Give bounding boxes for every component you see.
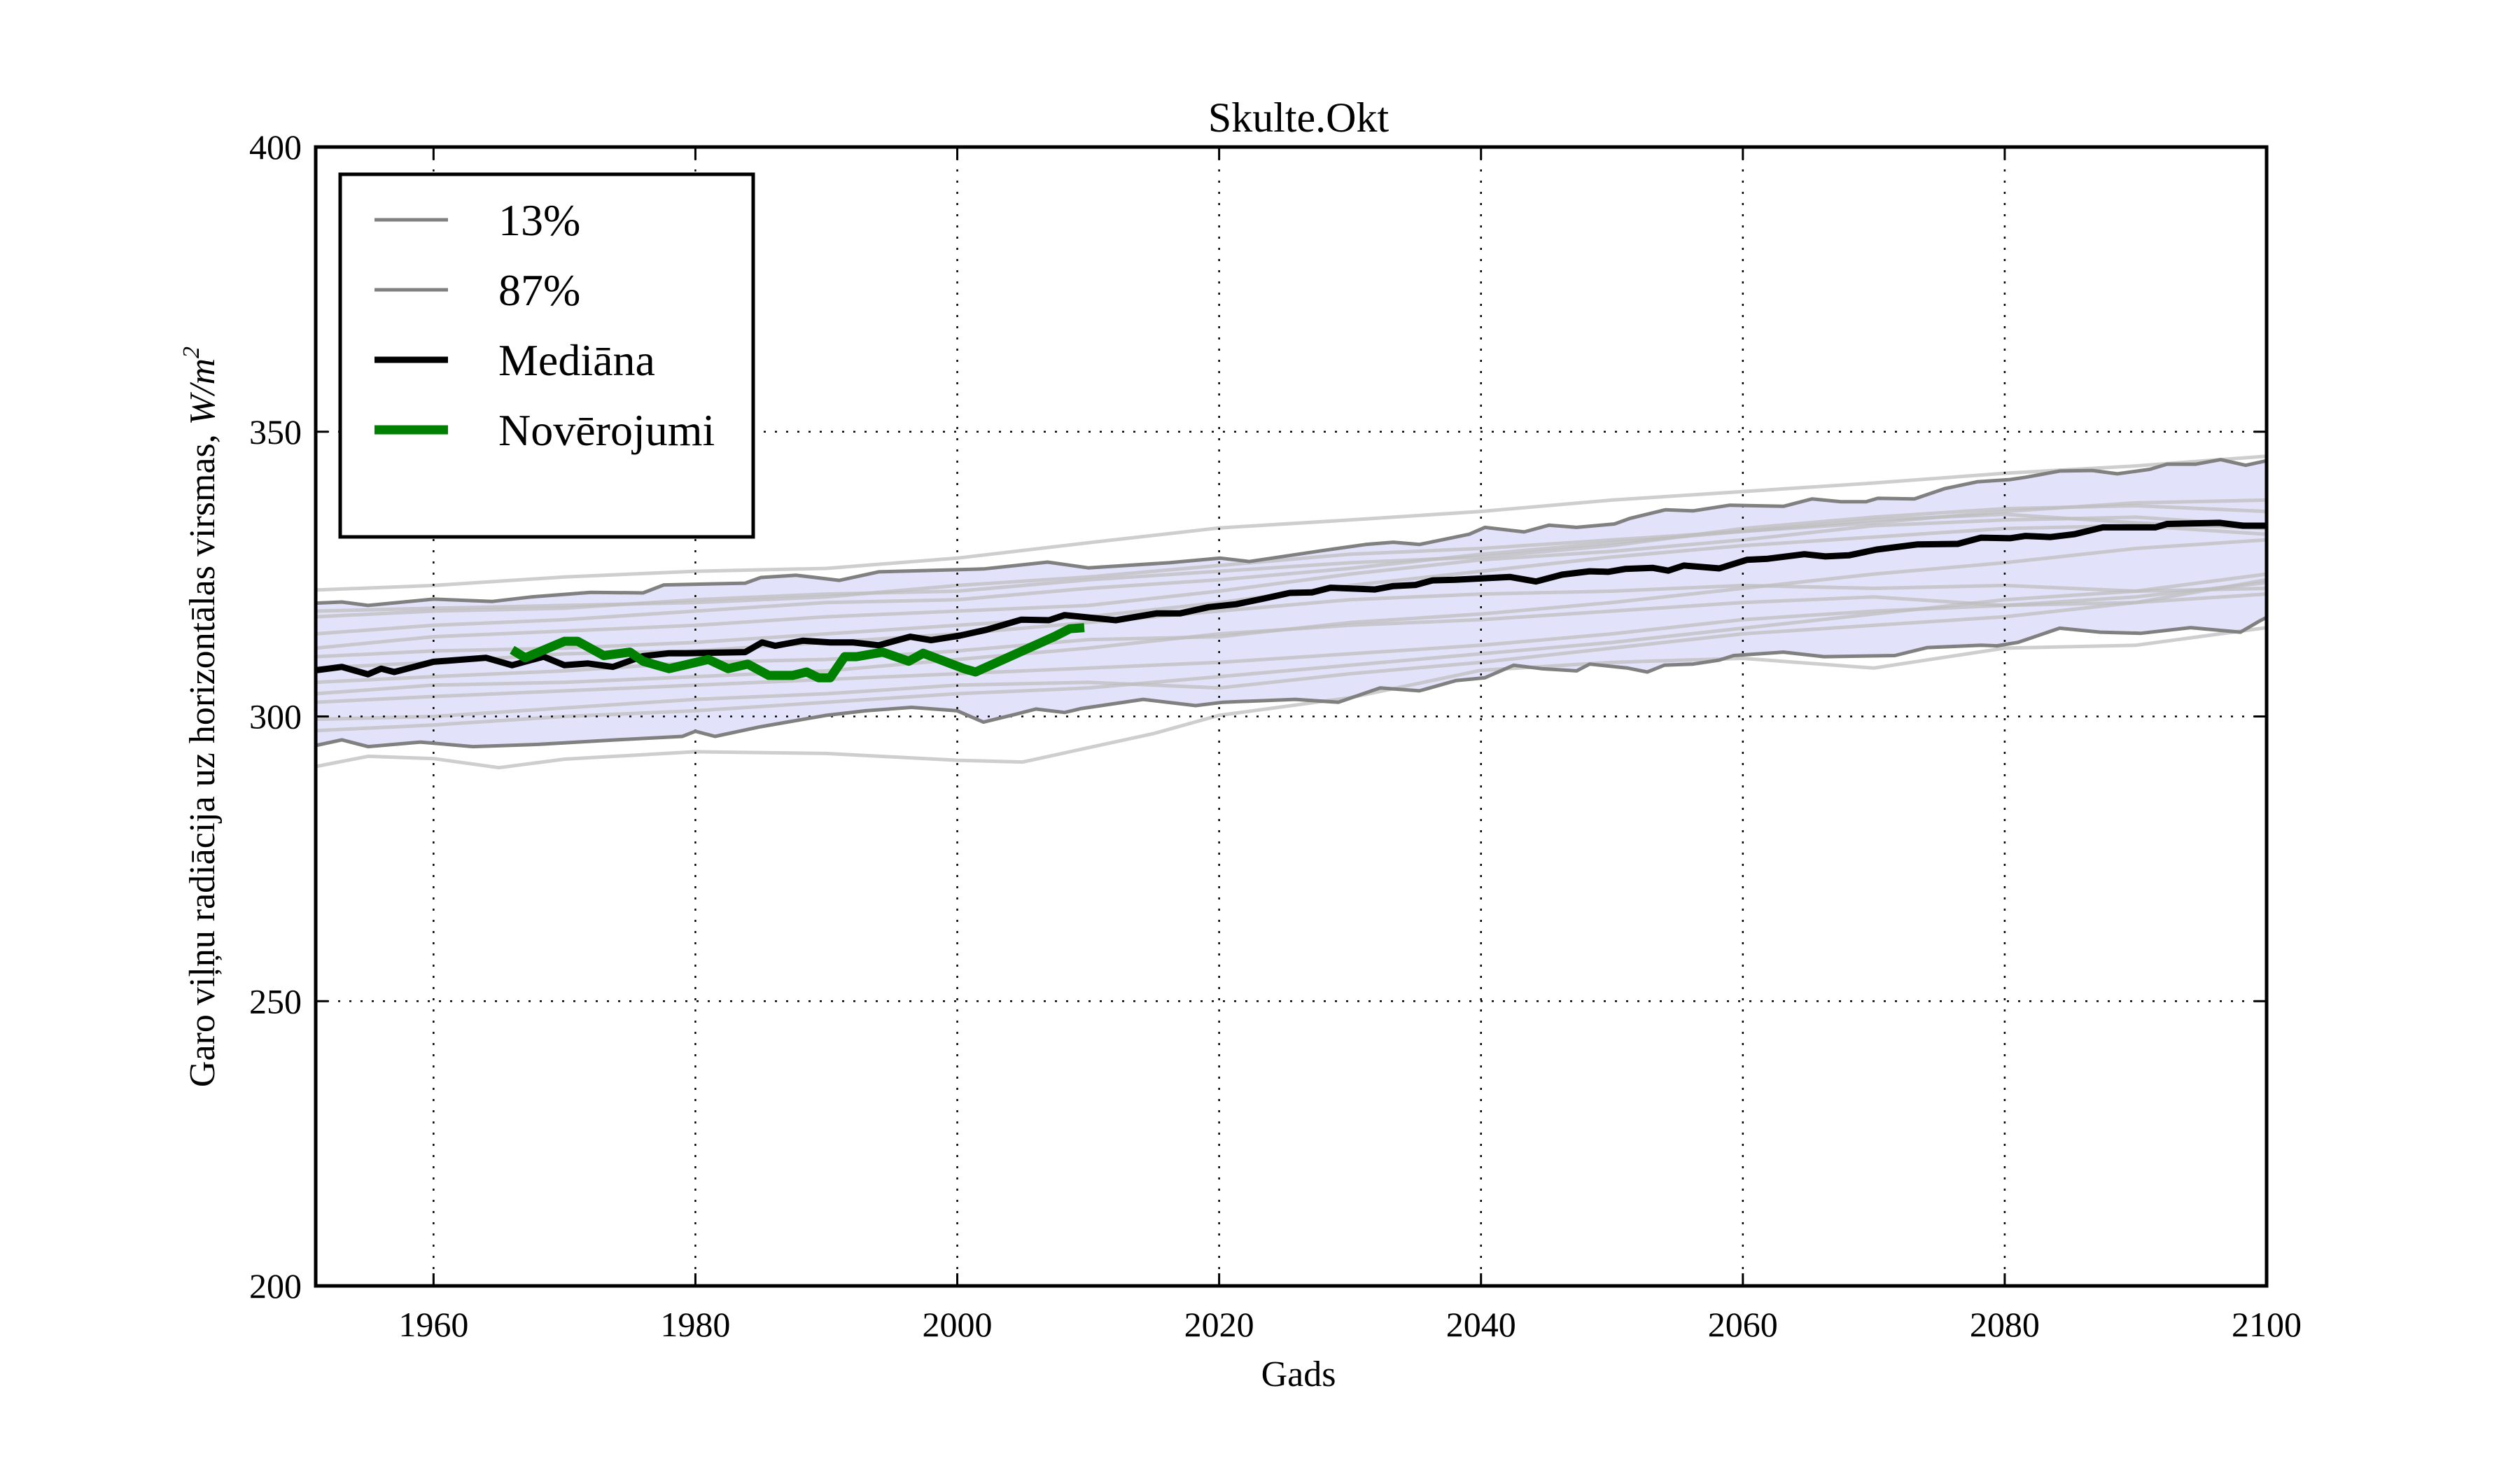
y-tick-label: 400 — [249, 127, 302, 167]
x-tick-label: 2000 — [923, 1305, 993, 1344]
ensemble-line-12 — [315, 512, 2267, 613]
legend-label-p87: 87% — [498, 265, 580, 315]
x-tick-label: 1960 — [398, 1305, 468, 1344]
y-axis-label-units: W/m — [183, 358, 223, 425]
ensemble-line-11 — [315, 572, 2267, 733]
ensemble-lines — [315, 454, 2267, 770]
legend-label-median: Mediāna — [498, 335, 655, 385]
plot-area — [315, 147, 2268, 1286]
legend-box — [338, 172, 755, 539]
series-line-p13 — [315, 615, 2268, 749]
x-tick-label: 2060 — [1708, 1305, 1778, 1344]
ensemble-line-1 — [315, 454, 2267, 592]
series-line-obs — [510, 623, 1085, 682]
legend: 13% 87% Mediāna Novērojumi — [338, 172, 755, 539]
y-axis-label: Garo viļņu radiācija uz horizontālas vir… — [178, 346, 223, 1087]
x-tick-label: 2080 — [1970, 1305, 2040, 1344]
x-tick-label: 1980 — [660, 1305, 730, 1344]
legend-items: 13% 87% Mediāna Novērojumi — [374, 195, 715, 455]
legend-label-p13: 13% — [498, 195, 580, 245]
series-lines — [315, 458, 2268, 749]
y-axis-label-units-sup: 2 — [178, 346, 204, 358]
x-tick-label: 2040 — [1446, 1305, 1516, 1344]
x-axis-label: Gads — [1261, 1354, 1336, 1394]
ensemble-line-8 — [315, 580, 2267, 696]
y-tick-label: 350 — [249, 412, 302, 451]
series-line-p87 — [315, 458, 2267, 608]
legend-label-obs: Novērojumi — [498, 405, 715, 455]
y-tick-label: 300 — [249, 697, 302, 736]
ensemble-line-2 — [315, 626, 2267, 770]
ensemble-line-5 — [315, 515, 2267, 650]
y-tick-label: 200 — [249, 1266, 302, 1306]
x-tick-label: 2100 — [2232, 1305, 2302, 1344]
y-axis-label-text: Garo viļņu radiācija uz horizontālas vir… — [183, 425, 223, 1087]
axis-ticks: 1960 1980 2000 2020 2040 2060 2080 2100 200 250 30… — [249, 127, 2302, 1344]
ensemble-line-10 — [315, 578, 2267, 722]
y-tick-label: 250 — [249, 981, 302, 1021]
x-tick-label: 2020 — [1184, 1305, 1254, 1344]
chart-title: Skulte.Okt — [1208, 94, 1390, 141]
